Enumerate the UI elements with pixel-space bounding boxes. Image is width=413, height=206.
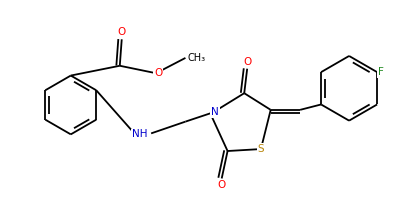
Text: N: N — [211, 107, 218, 117]
Text: S: S — [257, 144, 263, 154]
Text: O: O — [117, 27, 126, 37]
Text: NH: NH — [131, 129, 147, 139]
Text: CH₃: CH₃ — [187, 53, 205, 63]
Text: O: O — [154, 68, 162, 78]
Text: O: O — [217, 180, 225, 190]
Text: O: O — [242, 57, 251, 67]
Text: F: F — [377, 67, 383, 77]
